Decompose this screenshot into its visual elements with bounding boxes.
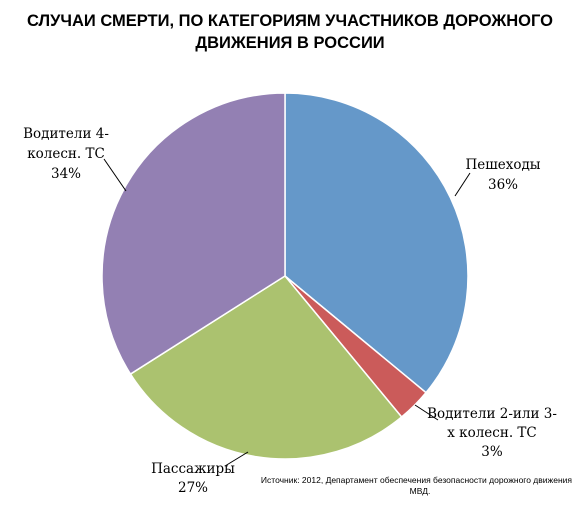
leader-line-3 xyxy=(103,158,127,192)
slice-percent-label: 34% xyxy=(51,166,81,182)
slice-percent-label: 27% xyxy=(178,480,208,496)
pie-slice-3 xyxy=(101,92,286,376)
slice-category-label: колесн. ТС xyxy=(27,146,105,162)
pie-slice-0 xyxy=(284,92,469,394)
chart-title-line-2: ДВИЖЕНИЯ В РОССИИ xyxy=(195,34,384,52)
pie-slice-2 xyxy=(129,275,403,460)
slice-category-label: Пассажиры xyxy=(151,461,235,477)
slice-label-3: Водители 4- колесн. ТС 34% xyxy=(23,126,109,182)
leader-line-2 xyxy=(224,451,249,467)
slice-label-1: Водители 2-или 3- х колесн. ТС 3% xyxy=(427,406,557,460)
slice-percent-label: 36% xyxy=(488,177,518,193)
leader-line-1 xyxy=(414,404,439,421)
pie-labels: Пешеходы 36% Водители 2-или 3- х колесн. ТС… xyxy=(23,126,557,496)
slice-percent-label: 3% xyxy=(481,444,503,460)
slice-category-label: х колесн. ТС xyxy=(447,425,537,441)
chart-title-line-1: СЛУЧАИ СМЕРТИ, ПО КАТЕГОРИЯМ УЧАСТНИКОВ … xyxy=(27,12,553,30)
pie-slices xyxy=(101,92,469,460)
source-note-line-2: МВД. xyxy=(410,486,431,496)
slice-category-label: Водители 2-или 3- xyxy=(427,406,557,422)
slice-label-2: Пассажиры 27% xyxy=(151,461,235,496)
slice-category-label: Водители 4- xyxy=(23,126,109,142)
source-note-line-1: Источник: 2012, Департамент обеспечения … xyxy=(261,475,572,485)
slice-category-label: Пешеходы xyxy=(465,157,540,173)
slice-label-0: Пешеходы 36% xyxy=(465,157,540,193)
leader-line-0 xyxy=(454,172,471,197)
